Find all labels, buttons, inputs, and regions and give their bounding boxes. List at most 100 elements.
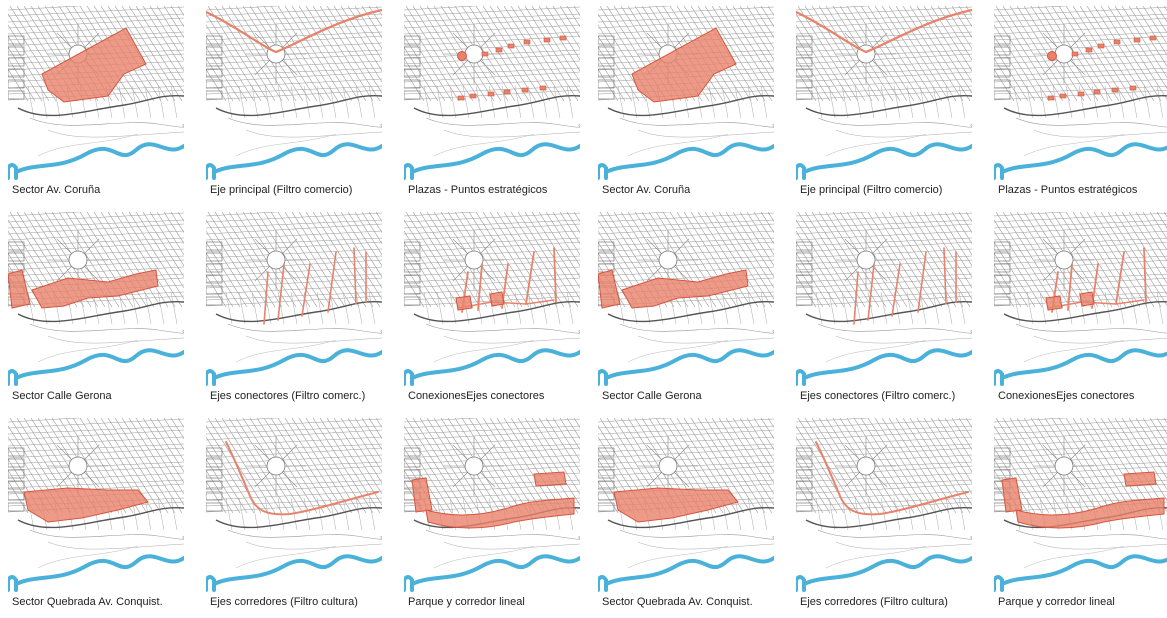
highlight-sector-gerona <box>31 269 159 309</box>
contour-line <box>627 339 729 363</box>
street-network <box>206 212 382 363</box>
map-panel: Sector Quebrada Av. Conquist. <box>598 418 774 618</box>
map-panel: Ejes corredores (Filtro cultura) <box>796 418 972 618</box>
map-image <box>206 212 382 386</box>
contour-line <box>443 335 580 344</box>
map-panel: Ejes conectores (Filtro comerc.) <box>796 212 972 412</box>
roundabout <box>246 436 306 496</box>
contour-line <box>29 529 184 540</box>
roundabout <box>444 24 504 84</box>
map-image <box>796 418 972 592</box>
contour-line <box>227 117 382 128</box>
highlight-eje-principal <box>796 8 972 54</box>
highlight-eje-conector <box>301 263 311 317</box>
contour-line <box>817 117 972 128</box>
highlight-plaza <box>543 37 551 43</box>
river <box>8 554 184 592</box>
contour-line <box>1023 133 1125 157</box>
highlight-plaza <box>539 85 547 91</box>
panel-caption: Sector Quebrada Av. Conquist. <box>602 596 753 608</box>
panel-caption: Sector Calle Gerona <box>12 390 112 402</box>
highlight-plaza <box>1129 85 1137 91</box>
map-image <box>206 418 382 592</box>
highlight-sector-quebrada <box>23 487 149 523</box>
map-panel: Ejes conectores (Filtro comerc.) <box>206 212 382 412</box>
contour-line <box>817 323 972 334</box>
highlight-conexion <box>1045 295 1063 311</box>
contour-line <box>835 541 972 550</box>
panel-caption: Plazas - Puntos estratégicos <box>998 184 1138 196</box>
contour-line <box>425 323 580 334</box>
highlight-plaza <box>469 93 477 99</box>
contour-line <box>1023 339 1125 363</box>
highlight-parque <box>1123 471 1157 487</box>
contour-line <box>227 323 382 334</box>
roundabout <box>836 24 896 84</box>
map-image <box>206 6 382 180</box>
contour-line <box>825 133 927 157</box>
map-panel: Eje principal (Filtro comercio) <box>206 6 382 206</box>
map-image <box>994 6 1167 180</box>
contour-line <box>637 335 774 344</box>
highlight-plaza <box>1111 87 1119 93</box>
highway <box>1003 300 1167 323</box>
contour-line <box>235 133 337 157</box>
contour-line <box>235 339 337 363</box>
contour-line <box>245 129 382 138</box>
contour-line <box>433 545 535 569</box>
contour-line <box>637 541 774 550</box>
highlight-plaza <box>1097 43 1105 49</box>
highlight-parque <box>411 477 433 513</box>
roundabout <box>1034 436 1094 496</box>
contour-line <box>619 117 774 128</box>
river <box>994 142 1167 180</box>
roundabout <box>444 230 504 290</box>
roundabout <box>246 24 306 84</box>
highlight-plaza <box>1113 39 1121 45</box>
highlight-conexion <box>525 251 535 305</box>
map-panel: Ejes corredores (Filtro cultura) <box>206 418 382 618</box>
river <box>404 348 580 386</box>
river <box>206 554 382 592</box>
map-panel: Plazas - Puntos estratégicos <box>994 6 1167 206</box>
contour-line <box>47 335 184 344</box>
highlight-plaza <box>507 43 515 49</box>
highlight-sector-coruna <box>631 27 737 103</box>
contour-line <box>637 129 774 138</box>
highlight-plaza <box>1149 35 1157 41</box>
map-image <box>598 418 774 592</box>
contour-line <box>835 129 972 138</box>
map-panel: Sector Quebrada Av. Conquist. <box>8 418 184 618</box>
contour-line <box>1023 545 1125 569</box>
highlight-sector-gerona <box>621 269 749 309</box>
highlight-conexion <box>1115 251 1125 305</box>
highway <box>215 506 382 529</box>
highlight-plaza <box>523 39 531 45</box>
map-image <box>8 418 184 592</box>
highlight-plaza <box>503 89 511 95</box>
river <box>8 348 184 386</box>
contour-line <box>825 339 927 363</box>
highlight-conexion <box>553 247 557 303</box>
panel-caption: Parque y corredor lineal <box>998 596 1115 608</box>
map-panel: ConexionesEjes conectores <box>404 212 580 412</box>
map-image <box>598 6 774 180</box>
roundabout <box>1034 24 1094 84</box>
highlight-eje-corredor <box>815 441 969 516</box>
highlight-conexion <box>455 295 473 311</box>
contour-line <box>433 339 535 363</box>
panel-caption: Sector Calle Gerona <box>602 390 702 402</box>
contour-line <box>37 545 139 569</box>
highlight-conexion <box>1143 247 1147 303</box>
map-panel: Sector Av. Coruña <box>8 6 184 206</box>
contour-line <box>245 541 382 550</box>
contour-line <box>627 133 729 157</box>
contour-line <box>1015 117 1167 128</box>
contour-line <box>433 133 535 157</box>
contour-line <box>425 529 580 540</box>
map-image <box>598 212 774 386</box>
highlight-conexion <box>1047 299 1145 309</box>
highlight-corredor-lineal <box>425 497 575 529</box>
highlight-plaza <box>495 47 503 53</box>
